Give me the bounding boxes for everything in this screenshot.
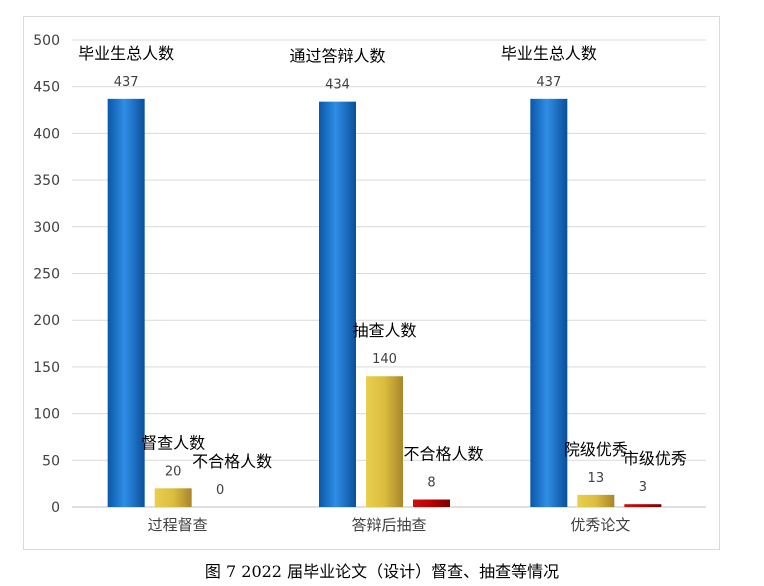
bar [319,101,356,508]
bar-value-label: 3 [639,480,647,495]
y-tick-label: 350 [33,173,60,189]
bar-value-label: 437 [114,75,139,90]
x-category-label: 优秀论文 [570,516,630,534]
bar-annotation-label: 市级优秀 [623,449,687,468]
bar-value-label: 0 [216,483,224,498]
x-category-label: 过程督查 [148,516,208,534]
x-category-label: 答辩后抽查 [351,516,426,534]
y-tick-label: 400 [33,126,60,142]
bar [530,98,568,507]
bar-annotation-label: 不合格人数 [192,452,272,471]
bar-value-label: 20 [165,464,182,479]
y-tick-label: 300 [33,220,60,236]
bar-annotation-label: 不合格人数 [403,445,483,464]
bar-value-label: 434 [325,78,350,93]
bar [154,488,192,507]
y-tick-label: 250 [33,267,60,283]
y-tick-label: 50 [42,453,60,469]
y-tick-label: 500 [33,33,60,49]
bar-annotation-label: 毕业生总人数 [501,44,597,63]
y-tick-label: 0 [51,500,60,516]
bar-value-label: 437 [536,75,561,90]
bar [107,98,145,507]
y-tick-label: 100 [33,407,60,423]
y-tick-label: 150 [33,360,60,376]
bar-annotation-label: 督查人数 [141,433,205,452]
y-tick-label: 450 [33,80,60,96]
bar-annotation-label: 院级优秀 [564,440,628,459]
bar-value-label: 8 [427,476,435,491]
bar-value-label: 13 [588,471,605,486]
y-tick-label: 200 [33,313,60,329]
bar [624,504,662,507]
chart-frame [23,16,720,550]
bar [577,494,615,507]
bar [366,376,403,507]
bar [413,499,450,507]
figure-caption: 图 7 2022 届毕业论文（设计）督查、抽查等情况 [204,562,560,581]
bar-annotation-label: 毕业生总人数 [78,44,174,63]
bar-annotation-label: 抽查人数 [352,321,416,340]
bar-value-label: 140 [372,352,397,367]
bar-annotation-label: 通过答辩人数 [289,47,385,66]
